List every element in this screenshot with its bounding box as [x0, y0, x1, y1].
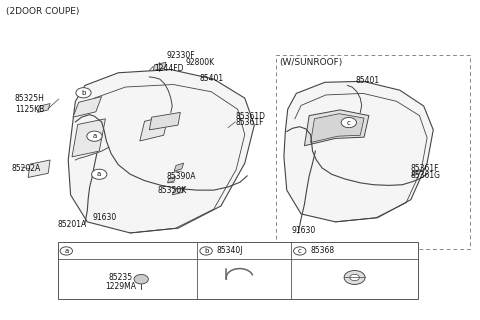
Text: 1125KB: 1125KB [15, 105, 44, 114]
Text: b: b [204, 248, 208, 254]
Polygon shape [304, 110, 369, 146]
Text: (2DOOR COUPE): (2DOOR COUPE) [6, 7, 80, 16]
Text: 91630: 91630 [92, 213, 116, 222]
Text: 85201A: 85201A [58, 220, 87, 228]
Circle shape [76, 88, 91, 98]
Text: 85368: 85368 [310, 246, 335, 255]
Polygon shape [28, 160, 50, 178]
Polygon shape [153, 62, 166, 70]
Circle shape [344, 270, 365, 284]
Text: b: b [81, 90, 85, 96]
Text: 92800K: 92800K [185, 58, 214, 67]
Polygon shape [72, 119, 106, 157]
Text: 1244FD: 1244FD [154, 63, 183, 73]
Text: (W/SUNROOF): (W/SUNROOF) [280, 58, 343, 67]
Text: 91630: 91630 [291, 226, 316, 235]
Polygon shape [73, 97, 102, 117]
Circle shape [200, 247, 212, 255]
Polygon shape [412, 170, 420, 176]
Text: c: c [347, 120, 351, 125]
Text: 85235: 85235 [109, 273, 133, 282]
Polygon shape [174, 163, 184, 171]
Text: 85361D: 85361D [235, 112, 265, 121]
Circle shape [92, 169, 107, 179]
Polygon shape [68, 69, 254, 233]
Polygon shape [149, 112, 180, 130]
Polygon shape [37, 104, 50, 112]
Text: c: c [298, 248, 302, 254]
Text: a: a [64, 248, 69, 254]
Text: 85325H: 85325H [15, 94, 45, 103]
Circle shape [134, 275, 148, 284]
Text: 85401: 85401 [199, 74, 224, 83]
Text: 85401: 85401 [356, 76, 380, 84]
Polygon shape [311, 114, 364, 142]
Polygon shape [172, 187, 185, 195]
Polygon shape [284, 81, 433, 222]
Text: 85202A: 85202A [12, 164, 41, 173]
Text: 1229MA: 1229MA [106, 282, 136, 291]
Text: 85361F: 85361F [235, 118, 264, 127]
Text: a: a [92, 133, 96, 139]
Text: 85390A: 85390A [166, 172, 195, 181]
Polygon shape [140, 116, 168, 141]
Text: 92330F: 92330F [166, 51, 195, 60]
Bar [58, 243, 418, 299]
Circle shape [294, 247, 306, 255]
Circle shape [60, 247, 72, 255]
Circle shape [341, 117, 357, 128]
Text: 85361G: 85361G [411, 171, 441, 180]
Bar [276, 55, 470, 250]
Polygon shape [168, 177, 176, 183]
Text: 85350K: 85350K [158, 186, 187, 195]
Circle shape [87, 131, 102, 141]
Text: 85340J: 85340J [216, 246, 243, 255]
Text: 85361F: 85361F [411, 164, 439, 173]
Circle shape [350, 274, 360, 281]
Text: a: a [97, 171, 101, 177]
